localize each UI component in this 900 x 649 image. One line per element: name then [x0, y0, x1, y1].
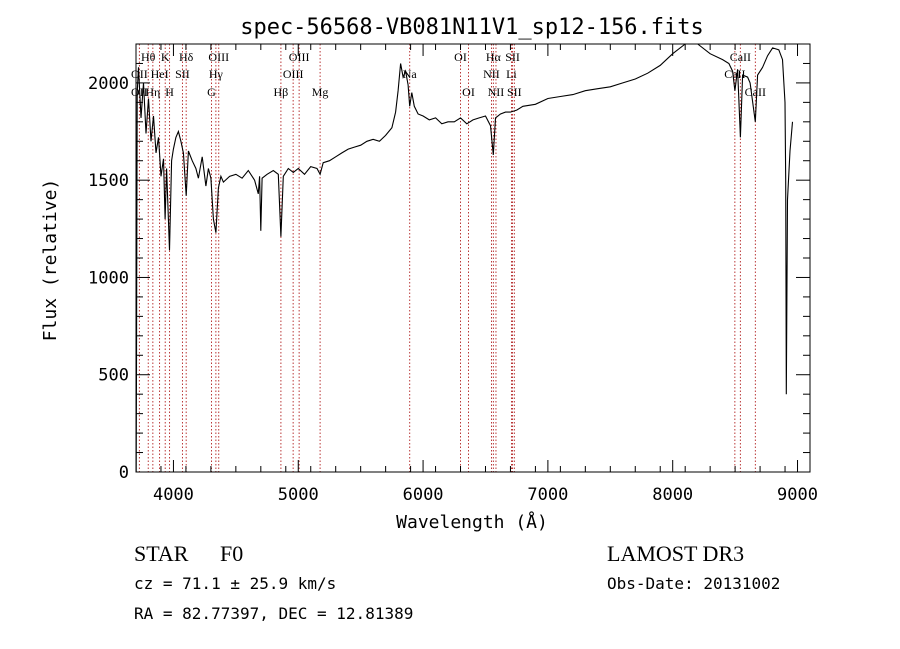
spectral-line-label: NII: [483, 67, 500, 81]
spectral-line-label: Hγ: [209, 67, 224, 81]
x-tick-label: 4000: [153, 485, 194, 505]
y-axis-label: Flux (relative): [40, 179, 61, 342]
axis-ticks: 4000 5000 6000 7000 8000 9000 0 500 1000 1500 2000: [88, 43, 818, 505]
survey-label: LAMOST DR3: [607, 541, 745, 566]
spectral-line-label: H: [165, 85, 174, 99]
y-tick-label: 0: [119, 463, 129, 483]
x-axis-label: Wavelength (Å): [396, 511, 548, 533]
spectral-line-label: OIII: [289, 50, 310, 64]
x-tick-label: 9000: [777, 485, 818, 505]
object-class: STAR F0: [134, 541, 243, 567]
x-tick-label: 6000: [403, 485, 444, 505]
y-tick-label: 1000: [88, 268, 129, 288]
spectral-line-label: CaII: [724, 67, 745, 81]
class-label: STAR: [134, 541, 189, 566]
spectral-line-label: OI: [462, 85, 475, 99]
subclass-label: F0: [219, 541, 244, 566]
spectral-line-label: K: [161, 50, 170, 64]
x-tick-label: 5000: [278, 485, 319, 505]
spectral-line-label: CaII: [730, 50, 751, 64]
plot-frame: [135, 43, 811, 473]
spectral-line-label: HeI: [151, 67, 169, 81]
spectral-line-label: NII: [488, 85, 505, 99]
flux-series-line: [135, 43, 794, 473]
coordinates-text: RA = 82.77397, DEC = 12.81389: [134, 604, 414, 623]
spectral-line-markers: [138, 44, 756, 472]
x-tick-label: 7000: [527, 485, 568, 505]
spectral-line-label: Hθ: [141, 50, 156, 64]
spectral-line-label: Hη: [145, 85, 160, 99]
redshift-text: cz = 71.1 ± 25.9 km/s: [134, 574, 337, 593]
obs-date-text: Obs-Date: 20131002: [607, 574, 781, 593]
spectral-line-label: Hδ: [179, 50, 194, 64]
spectral-line-label: OIII: [208, 50, 229, 64]
spectral-line-label: Hβ: [274, 85, 289, 99]
x-tick-label: 8000: [652, 485, 693, 505]
spectral-line-label: G: [207, 85, 216, 99]
y-tick-label: 500: [98, 366, 129, 386]
chart-title: spec-56568-VB081N11V1_sp12-156.fits: [240, 15, 704, 40]
spectral-line-label: SII: [507, 85, 522, 99]
spectral-line-label: Mg: [312, 85, 329, 99]
spectral-line-label: Li: [506, 67, 517, 81]
spectral-line-label: Hα: [486, 50, 502, 64]
spectral-line-label: SII: [175, 67, 190, 81]
spectral-line-label: SII: [505, 50, 520, 64]
spectral-line-label: OIII: [283, 67, 304, 81]
y-tick-label: 1500: [88, 171, 129, 191]
spectral-line-label: CaII: [745, 85, 766, 99]
y-tick-label: 2000: [88, 74, 129, 94]
spectral-line-label: OI: [454, 50, 467, 64]
